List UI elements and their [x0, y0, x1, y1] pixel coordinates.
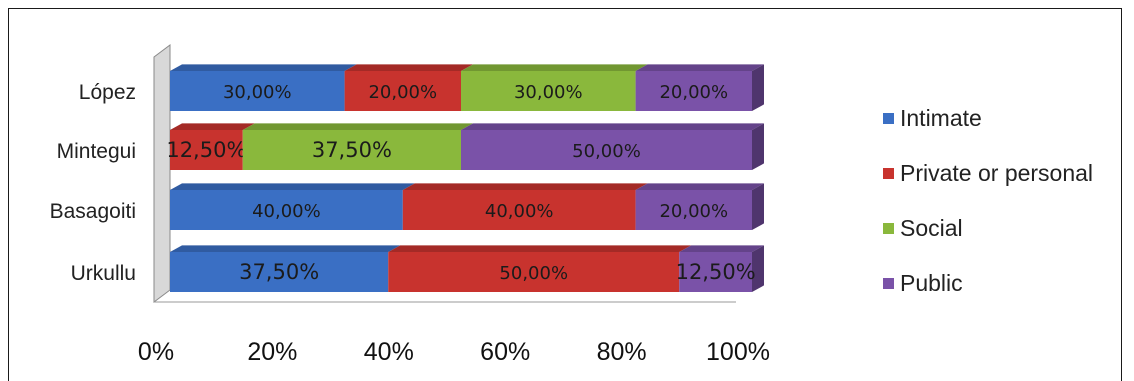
data-label-lopez-intimate: 30,00%: [223, 82, 292, 103]
bar-segment-lopez-intimate: [170, 71, 345, 111]
x-tick-label: 0%: [138, 338, 174, 366]
bar-segment-urkullu-private-or-personal: [388, 252, 680, 292]
bar-segment-mintegui-social: [242, 130, 461, 170]
legend-item: Social: [883, 214, 1093, 242]
data-label-basagoiti-public: 20,00%: [659, 201, 728, 222]
legend-swatch: [883, 222, 894, 234]
legend-item: Public: [883, 269, 1093, 297]
bar-end-mintegui: [752, 123, 764, 170]
data-label-urkullu-intimate: 37,50%: [239, 260, 319, 284]
legend-item: Private or personal: [883, 159, 1093, 187]
data-label-urkullu-private-or-personal: 50,00%: [499, 263, 568, 284]
legend-label: Public: [900, 269, 963, 296]
bar-segment-basagoiti-private-or-personal: [402, 190, 636, 230]
data-label-basagoiti-intimate: 40,00%: [252, 201, 321, 222]
bar-top-basagoiti-intimate: [170, 183, 415, 190]
data-label-mintegui-public: 50,00%: [572, 141, 641, 162]
bar-segment-mintegui-private-or-personal: [170, 130, 243, 170]
bar-top-urkullu-public: [679, 245, 764, 252]
bar-top-mintegui-private-or-personal: [170, 123, 255, 130]
category-label: Urkullu: [71, 262, 136, 285]
bar-segment-mintegui-public: [461, 130, 752, 170]
bar-segment-lopez-private-or-personal: [344, 71, 461, 111]
x-tick-label: 100%: [706, 338, 770, 366]
data-label-lopez-social: 30,00%: [514, 82, 583, 103]
bar-top-lopez-public: [635, 64, 764, 71]
bar-segment-basagoiti-public: [635, 190, 752, 230]
x-tick-label: 60%: [480, 338, 530, 366]
category-label: Mintegui: [57, 140, 136, 163]
bar-top-lopez-social: [461, 64, 648, 71]
bar-segment-lopez-social: [461, 71, 636, 111]
data-label-lopez-public: 20,00%: [659, 82, 728, 103]
category-label: López: [79, 81, 136, 104]
bar-segment-urkullu-public: [679, 252, 752, 292]
legend-swatch: [883, 167, 894, 179]
legend-label: Private or personal: [900, 159, 1094, 186]
legend-label: Intimate: [900, 104, 982, 131]
bar-end-lopez: [752, 64, 764, 111]
bar-top-lopez-private-or-personal: [344, 64, 473, 71]
bar-top-mintegui-public: [461, 123, 764, 130]
bar-top-mintegui-social: [242, 123, 473, 130]
bar-segment-urkullu-intimate: [170, 252, 389, 292]
x-tick-label: 80%: [597, 338, 647, 366]
bar-top-urkullu-private-or-personal: [388, 245, 692, 252]
x-tick-label: 40%: [364, 338, 414, 366]
bar-top-lopez-intimate: [170, 64, 357, 71]
bar-top-basagoiti-private-or-personal: [402, 183, 648, 190]
data-label-mintegui-private-or-personal: 12,50%: [166, 138, 246, 162]
data-label-urkullu-public: 12,50%: [676, 260, 756, 284]
legend-swatch: [883, 277, 894, 289]
data-label-mintegui-social: 37,50%: [312, 138, 392, 162]
data-label-basagoiti-private-or-personal: 40,00%: [485, 201, 554, 222]
bar-top-basagoiti-public: [635, 183, 764, 190]
category-label: Basagoiti: [50, 200, 136, 223]
bar-top-urkullu-intimate: [170, 245, 401, 252]
chart-wall: [153, 44, 171, 303]
legend-item: Intimate: [883, 104, 1093, 132]
bar-end-urkullu: [752, 245, 764, 292]
x-tick-label: 20%: [247, 338, 297, 366]
bar-segment-lopez-public: [635, 71, 752, 111]
bar-end-basagoiti: [752, 183, 764, 230]
legend: Intimate Private or personal Social Public: [883, 104, 1093, 324]
bar-segment-basagoiti-intimate: [170, 190, 403, 230]
data-label-lopez-private-or-personal: 20,00%: [368, 82, 437, 103]
legend-label: Social: [900, 214, 963, 241]
legend-swatch: [883, 112, 894, 124]
